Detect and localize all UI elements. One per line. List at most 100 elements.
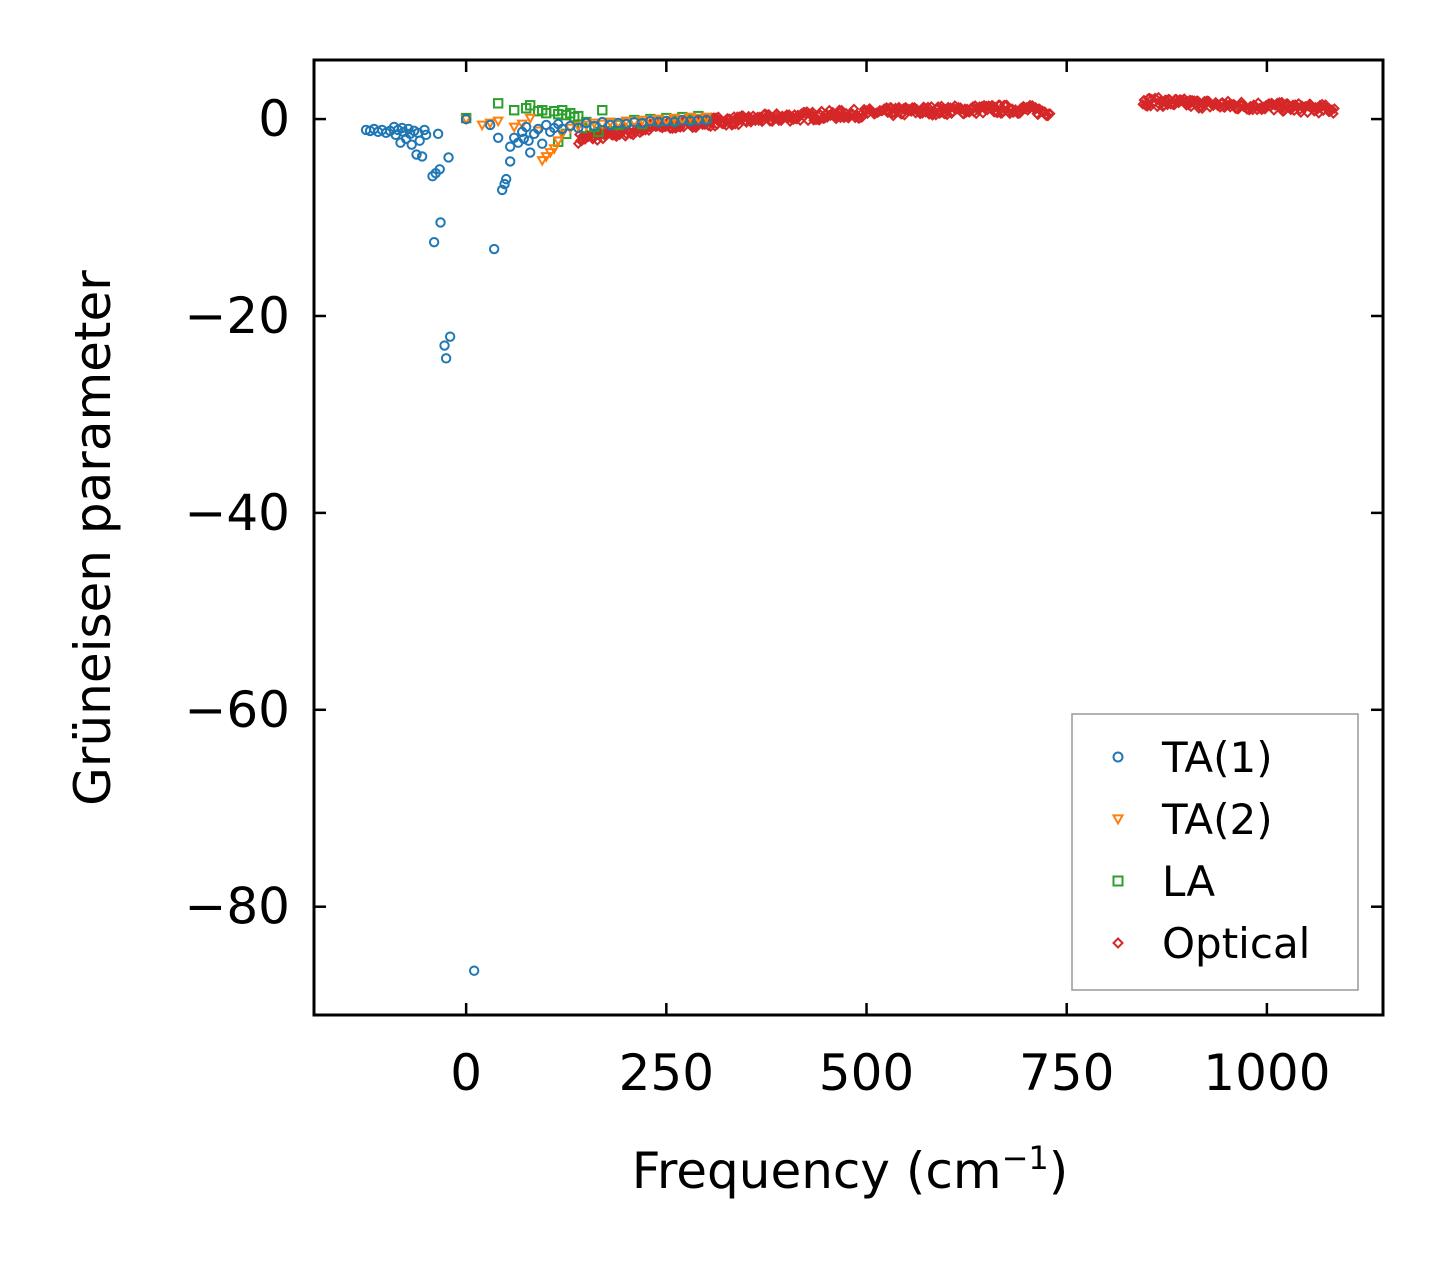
- x-tick-label: 250: [619, 1044, 714, 1102]
- data-point: [552, 136, 565, 147]
- data-point: [525, 100, 536, 111]
- legend-marker: [1112, 875, 1124, 887]
- data-point: [435, 217, 446, 228]
- legend-label: TA(1): [1161, 733, 1273, 782]
- data-point: [589, 120, 600, 132]
- series-ta-1-: [360, 113, 712, 976]
- data-point: [930, 109, 942, 121]
- series-optical: [572, 91, 1340, 150]
- y-axis-label: Grüneisen parameter: [64, 270, 122, 806]
- data-point: [460, 113, 472, 125]
- data-point: [532, 126, 545, 138]
- data-point: [701, 114, 712, 126]
- data-point: [428, 236, 440, 248]
- data-point: [439, 340, 450, 351]
- data-point: [518, 133, 529, 144]
- data-point: [794, 115, 806, 127]
- data-point: [636, 115, 649, 127]
- data-point: [690, 122, 702, 134]
- data-point: [443, 152, 454, 163]
- legend-frame: [1071, 713, 1359, 991]
- legend-entry: TA(2): [1111, 795, 1273, 844]
- data-point: [414, 135, 425, 146]
- data-point: [807, 106, 818, 118]
- data-point: [548, 144, 561, 155]
- x-tick-label: 0: [450, 1044, 482, 1102]
- data-point: [733, 119, 744, 131]
- data-point: [492, 132, 504, 143]
- data-point: [488, 243, 500, 255]
- data-point: [492, 98, 504, 109]
- data-point: [520, 121, 532, 133]
- data-point: [496, 184, 508, 196]
- data-points-layer: [360, 91, 1340, 976]
- data-point: [525, 147, 536, 158]
- data-point: [484, 119, 496, 131]
- data-point: [432, 128, 444, 140]
- data-point: [652, 114, 665, 126]
- data-point: [504, 156, 516, 167]
- data-point: [476, 120, 489, 132]
- data-point: [564, 123, 577, 135]
- data-point: [516, 119, 529, 131]
- data-point: [499, 178, 510, 190]
- data-point: [572, 121, 585, 133]
- legend-marker: [1112, 937, 1124, 949]
- data-point: [580, 120, 593, 132]
- data-point: [1044, 108, 1056, 120]
- data-point: [596, 119, 609, 131]
- data-point: [523, 135, 534, 146]
- data-point: [484, 118, 497, 130]
- data-point: [700, 112, 713, 124]
- data-point: [492, 116, 505, 128]
- data-point: [411, 149, 422, 160]
- data-point: [416, 151, 428, 162]
- data-point: [537, 138, 548, 149]
- data-point: [836, 104, 848, 116]
- x-axis-label: Frequency (cm−1): [632, 1139, 1069, 1200]
- data-point: [544, 148, 557, 159]
- data-point: [500, 173, 512, 185]
- data-point: [1271, 97, 1283, 109]
- data-point: [406, 139, 417, 150]
- data-point: [1188, 95, 1200, 106]
- data-point: [468, 965, 480, 976]
- legend-entry: Optical: [1112, 919, 1310, 968]
- legend-label: Optical: [1162, 919, 1310, 968]
- x-tick-label: 1000: [1203, 1044, 1330, 1102]
- data-point: [604, 117, 617, 129]
- data-point: [540, 152, 553, 163]
- x-tick-label: 750: [1019, 1044, 1114, 1102]
- data-point: [692, 113, 705, 125]
- data-point: [533, 123, 544, 135]
- legend-marker: [1111, 814, 1125, 826]
- data-point: [573, 122, 584, 134]
- legend-entry: LA: [1112, 857, 1215, 906]
- axis-ticks-layer: 0 250 500 750 1000 0 −20 −40 −60 −80: [184, 60, 1383, 1102]
- data-point: [620, 116, 633, 128]
- y-tick-label: −40: [184, 484, 290, 542]
- data-point: [420, 129, 432, 141]
- data-point: [1329, 103, 1340, 114]
- x-tick-label: 500: [819, 1044, 914, 1102]
- y-tick-label: 0: [258, 90, 290, 148]
- data-point: [504, 141, 516, 152]
- data-point: [508, 122, 521, 134]
- data-point: [419, 124, 430, 136]
- data-point: [508, 105, 520, 116]
- legend-marker: [1112, 751, 1124, 763]
- data-point: [576, 135, 588, 147]
- y-tick-label: −60: [184, 681, 290, 739]
- data-point: [403, 123, 414, 135]
- data-point: [556, 129, 569, 141]
- data-point: [678, 121, 690, 133]
- data-point: [434, 164, 445, 175]
- data-point: [440, 353, 452, 364]
- y-tick-label: −80: [184, 878, 290, 936]
- legend: TA(1) TA(2) LA Optical: [1071, 713, 1359, 991]
- data-point: [536, 156, 549, 167]
- data-point: [1246, 101, 1257, 113]
- data-point: [597, 105, 608, 116]
- legend-label: TA(2): [1161, 795, 1273, 844]
